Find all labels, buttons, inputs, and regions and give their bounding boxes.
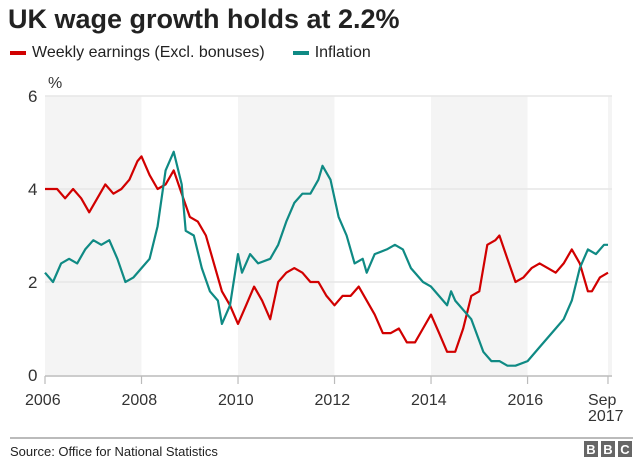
background-band: [45, 96, 142, 375]
chart-title: UK wage growth holds at 2.2%: [8, 4, 400, 34]
background-band: [238, 96, 335, 375]
x-tick-label: 2016: [508, 392, 544, 409]
legend-label-inflation: Inflation: [314, 44, 371, 61]
legend-item-inflation: Inflation: [292, 44, 371, 62]
legend-item-earnings: Weekly earnings (Excl. bonuses): [10, 44, 265, 62]
x-tick-label: 2008: [122, 392, 158, 409]
logo-letter: B: [601, 441, 615, 457]
x-tick-label: 2017: [588, 408, 624, 425]
x-tick-label: 2006: [25, 392, 61, 409]
legend: Weekly earnings (Excl. bonuses) Inflatio…: [10, 44, 371, 62]
legend-label-earnings: Weekly earnings (Excl. bonuses): [32, 44, 265, 61]
legend-swatch-inflation: [292, 51, 309, 55]
y-tick-label: 0: [28, 366, 37, 385]
logo-letter: C: [618, 441, 632, 457]
background-band: [607, 96, 612, 375]
series-line-earnings: [45, 155, 609, 353]
series-line-inflation: [44, 150, 608, 367]
y-tick-label: 4: [28, 180, 37, 199]
bbc-logo: B B C: [584, 441, 632, 457]
y-tick-label: 2: [28, 273, 37, 292]
x-tick-label: Sep: [588, 392, 617, 409]
x-tick-label: 2010: [218, 392, 254, 409]
y-axis-unit: %: [48, 75, 62, 92]
y-tick-label: 6: [28, 87, 37, 106]
x-tick-label: 2012: [315, 392, 351, 409]
background-band: [431, 96, 528, 375]
legend-swatch-earnings: [10, 51, 26, 55]
logo-letter: B: [584, 441, 598, 457]
footer-divider: [10, 437, 633, 439]
x-tick-label: 2014: [411, 392, 447, 409]
source-note: Source: Office for National Statistics: [10, 444, 218, 459]
